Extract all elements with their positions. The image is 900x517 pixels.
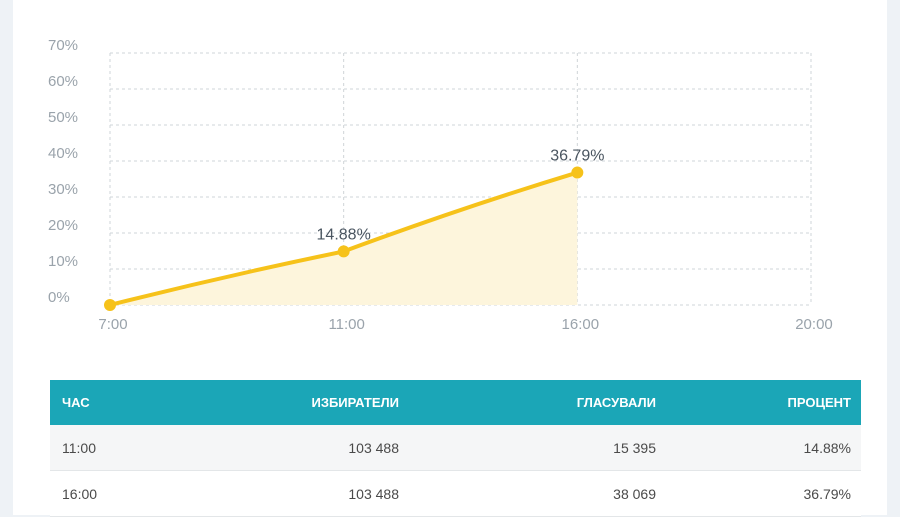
turnout-table: ЧАС ИЗБИРАТЕЛИ ГЛАСУВАЛИ ПРОЦЕНТ 11:00 1… [50, 380, 861, 517]
turnout-card: 0% 10% 20% 30% 40% 50% 60% 70% 7:00 11:00 16:00 20:… [13, 0, 887, 517]
y-tick-label: 60% [48, 73, 78, 90]
data-label: 36.79% [550, 148, 604, 165]
x-tick-label: 11:00 [328, 316, 364, 333]
x-tick-label: 20:00 [795, 316, 833, 333]
cell-voters: 103 488 [159, 425, 409, 471]
cell-hour: 11:00 [50, 425, 159, 471]
y-tick-label: 70% [48, 37, 78, 54]
cell-hour: 16:00 [50, 470, 159, 517]
header-percent: ПРОЦЕНТ [666, 380, 861, 425]
y-tick-label: 50% [48, 109, 78, 126]
turnout-line-chart: 0% 10% 20% 30% 40% 50% 60% 70% 7:00 11:00 16:00 20:… [48, 37, 833, 333]
cell-voters: 103 488 [159, 470, 409, 517]
cell-percent: 36.79% [666, 470, 861, 517]
data-point [337, 245, 350, 258]
data-point [104, 299, 116, 311]
header-voters: ИЗБИРАТЕЛИ [159, 380, 409, 425]
data-point [571, 166, 584, 179]
data-label: 14.88% [317, 226, 371, 243]
header-hour: ЧАС [50, 380, 159, 425]
x-tick-label: 7:00 [98, 316, 127, 333]
cell-voted: 15 395 [409, 425, 666, 471]
table-row: 11:00 103 488 15 395 14.88% [50, 425, 861, 471]
cell-percent: 14.88% [666, 425, 861, 471]
table-header-row: ЧАС ИЗБИРАТЕЛИ ГЛАСУВАЛИ ПРОЦЕНТ [50, 380, 861, 425]
cell-voted: 38 069 [409, 470, 666, 517]
table-row: 16:00 103 488 38 069 36.79% [50, 470, 861, 517]
area-fill [110, 172, 578, 305]
x-tick-label: 16:00 [562, 316, 600, 333]
y-tick-label: 0% [48, 289, 70, 306]
y-tick-label: 20% [48, 217, 78, 234]
header-voted: ГЛАСУВАЛИ [409, 380, 666, 425]
y-tick-label: 10% [48, 253, 78, 270]
y-tick-label: 40% [48, 145, 78, 162]
y-tick-label: 30% [48, 181, 78, 198]
